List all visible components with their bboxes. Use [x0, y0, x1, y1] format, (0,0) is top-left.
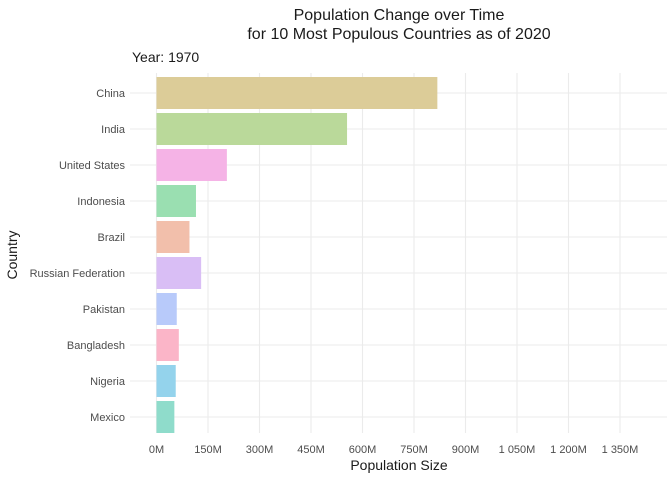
- x-axis-labels: 0M 150M 300M 450M 600M 750M 900M 1 050M 1 200M 1 …: [149, 444, 638, 456]
- chart-title-line-1: Population Change over Time: [294, 7, 505, 24]
- y-axis-title: Country: [4, 230, 20, 279]
- bar-nigeria: [156, 365, 176, 397]
- y-tick-label: Russian Federation: [30, 268, 125, 280]
- bar-united-states: [156, 149, 227, 181]
- y-tick-label: Nigeria: [90, 376, 126, 388]
- bar-china: [156, 77, 438, 109]
- x-tick-label: 150M: [194, 444, 222, 456]
- y-tick-label: United States: [59, 160, 126, 172]
- x-tick-label: 900M: [452, 444, 480, 456]
- y-tick-label: Bangladesh: [67, 340, 125, 352]
- x-axis-title: Population Size: [350, 457, 448, 473]
- x-tick-label: 0M: [149, 444, 164, 456]
- bar-india: [156, 113, 348, 145]
- y-tick-label: China: [96, 88, 126, 100]
- bar-brazil: [156, 221, 190, 253]
- bar-mexico: [156, 401, 175, 433]
- y-tick-label: India: [101, 124, 126, 136]
- y-tick-label: Indonesia: [77, 196, 126, 208]
- bar-pakistan: [156, 293, 177, 325]
- x-tick-label: 750M: [400, 444, 428, 456]
- y-tick-label: Brazil: [97, 232, 125, 244]
- x-tick-label: 300M: [246, 444, 274, 456]
- x-tick-label: 1 200M: [550, 444, 587, 456]
- x-tick-label: 450M: [297, 444, 325, 456]
- y-tick-label: Pakistan: [83, 304, 125, 316]
- bar-russian-federation: [156, 257, 202, 289]
- x-tick-label: 1 050M: [499, 444, 536, 456]
- chart-subtitle: Year: 1970: [132, 49, 199, 65]
- y-tick-label: Mexico: [90, 412, 125, 424]
- bar-indonesia: [156, 185, 196, 217]
- bar-bangladesh: [156, 329, 179, 361]
- x-tick-label: 600M: [349, 444, 377, 456]
- x-tick-label: 1 350M: [602, 444, 639, 456]
- bars: [156, 77, 438, 433]
- y-axis-labels: China India United States Indonesia Brazil Ru…: [30, 88, 126, 424]
- chart-title-line-2: for 10 Most Populous Countries as of 202…: [247, 26, 550, 43]
